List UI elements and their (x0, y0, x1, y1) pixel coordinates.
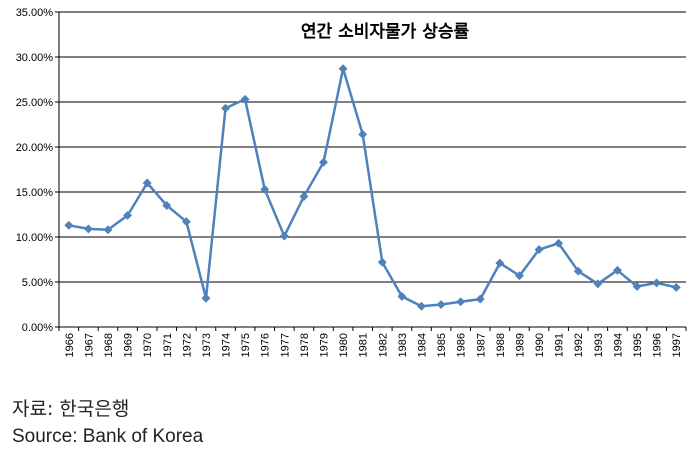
data-point (397, 291, 407, 301)
x-tick-label: 1989 (514, 333, 526, 357)
x-tick-label: 1975 (240, 333, 252, 357)
x-tick-label: 1969 (123, 333, 135, 357)
axes (58, 12, 686, 328)
data-point (142, 178, 152, 188)
x-tick-label: 1991 (554, 333, 566, 357)
x-tick-label: 1995 (632, 333, 644, 357)
grid-lines (59, 11, 686, 283)
data-point (201, 293, 211, 303)
x-tick-label: 1974 (221, 333, 233, 357)
data-point (83, 224, 93, 234)
data-point (612, 265, 622, 275)
line-chart: 0.00% 5.00% 10.00% 15.00% 20.00% 25.00% 30.00%… (16, 7, 687, 357)
x-tick-label: 1988 (495, 333, 507, 357)
data-point (671, 282, 681, 292)
x-tick-label: 1990 (534, 333, 546, 357)
data-point (318, 157, 329, 167)
y-axis-ticks: 0.00% 5.00% 10.00% 15.00% 20.00% 25.00% 30.00%… (16, 7, 59, 334)
data-point (220, 103, 231, 113)
y-tick-label: 10.00% (16, 232, 54, 244)
x-tick-label: 1983 (397, 333, 409, 357)
x-tick-label: 1971 (162, 333, 174, 357)
x-tick-label: 1996 (652, 333, 664, 357)
data-point (162, 200, 172, 211)
data-point (534, 245, 544, 255)
x-tick-label: 1972 (181, 333, 193, 357)
x-tick-label: 1994 (612, 333, 624, 357)
data-point (573, 266, 583, 276)
x-tick-label: 1966 (64, 333, 76, 357)
x-tick-label: 1982 (377, 333, 389, 357)
x-tick-label: 1993 (593, 333, 605, 357)
y-tick-label: 15.00% (16, 187, 54, 199)
x-tick-label: 1984 (416, 333, 428, 357)
series-line (68, 67, 677, 308)
x-tick-label: 1987 (475, 333, 487, 357)
data-point (377, 257, 387, 267)
source-label-korean: 자료: 한국은행 (12, 398, 130, 420)
data-point (436, 299, 446, 310)
x-tick-label: 1973 (201, 333, 213, 357)
x-tick-label: 1980 (338, 333, 350, 357)
data-point (554, 238, 564, 248)
data-point (64, 220, 74, 230)
data-point (416, 301, 427, 311)
x-tick-label: 1992 (573, 333, 585, 357)
series-layer (64, 64, 681, 311)
y-tick-label: 5.00% (22, 277, 53, 289)
data-point (495, 258, 505, 268)
data-point (358, 129, 368, 139)
data-point (593, 279, 603, 289)
data-point (652, 278, 662, 288)
x-tick-label: 1981 (358, 333, 370, 357)
y-tick-label: 0.00% (22, 322, 53, 334)
x-axis-ticks: 1966 1967 1968 1969 1970 1971 1972 1973 1974 1975… (58, 327, 687, 357)
y-tick-label: 30.00% (16, 52, 54, 64)
x-tick-label: 1968 (103, 333, 115, 357)
x-tick-label: 1977 (279, 333, 291, 357)
data-point (279, 231, 289, 241)
data-point (240, 94, 250, 104)
data-point (456, 297, 466, 307)
x-tick-label: 1979 (319, 333, 331, 357)
data-point (514, 271, 525, 281)
y-tick-label: 20.00% (16, 142, 54, 154)
x-tick-label: 1970 (142, 333, 154, 357)
chart-title: 연간 소비자물가 상승률 (301, 22, 470, 42)
data-point (260, 184, 270, 194)
data-point (475, 294, 485, 304)
y-tick-label: 35.00% (16, 7, 54, 19)
data-point (299, 191, 309, 202)
x-tick-label: 1976 (260, 333, 272, 357)
data-point (181, 217, 191, 227)
x-tick-label: 1997 (671, 333, 683, 357)
y-tick-label: 25.00% (16, 97, 54, 109)
data-point (632, 281, 642, 292)
x-tick-label: 1978 (299, 333, 311, 357)
x-tick-label: 1986 (456, 333, 468, 357)
data-point (338, 64, 348, 74)
x-tick-label: 1967 (83, 333, 95, 357)
source-label-english: Source: Bank of Korea (12, 426, 204, 447)
x-tick-label: 1985 (436, 333, 448, 357)
data-point (103, 225, 113, 235)
data-point (123, 210, 133, 220)
